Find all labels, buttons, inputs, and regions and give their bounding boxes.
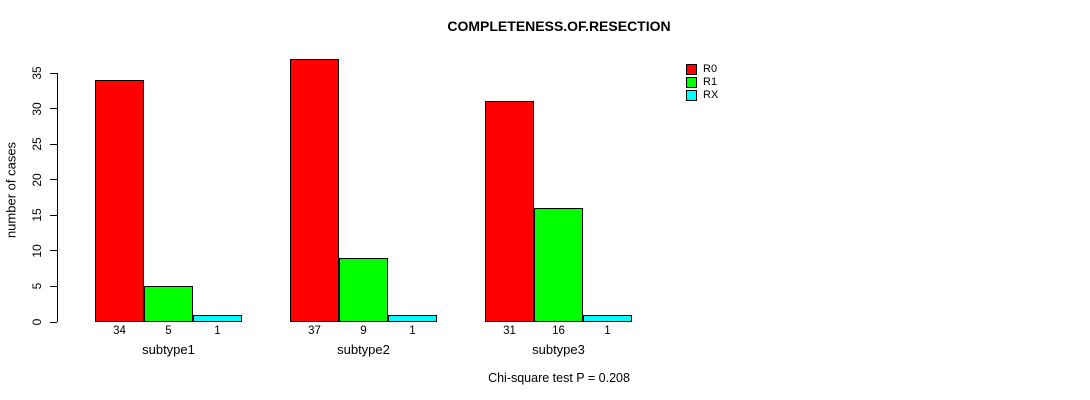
- y-tick-mark: [50, 108, 57, 110]
- legend-swatch-R1: [686, 76, 697, 88]
- bar-subtype3-R1: [534, 208, 583, 322]
- bar-subtype1-R1: [144, 286, 193, 322]
- bar-value-label: 37: [308, 325, 321, 337]
- bar-value-label: 5: [165, 325, 172, 337]
- y-axis-line: [57, 73, 58, 322]
- bar-value-label: 1: [409, 325, 416, 337]
- bar-subtype2-R0: [290, 58, 339, 322]
- category-label-subtype2: subtype2: [337, 342, 390, 357]
- y-axis-label: number of cases: [3, 141, 19, 239]
- legend-label: R1: [703, 76, 718, 88]
- bar-value-label: 34: [113, 325, 126, 337]
- bar-subtype1-R0: [95, 80, 144, 322]
- category-label-subtype1: subtype1: [142, 342, 195, 357]
- legend-swatch-RX: [686, 89, 697, 101]
- y-tick-mark: [50, 321, 57, 323]
- y-tick-label: 10: [30, 244, 44, 258]
- bar-subtype1-RX: [193, 314, 242, 322]
- legend-item-R0: R0: [686, 63, 718, 75]
- bar-value-label: 1: [604, 325, 611, 337]
- y-tick-label: 20: [30, 173, 44, 187]
- legend-label: RX: [703, 89, 719, 101]
- y-tick-label: 30: [30, 101, 44, 116]
- y-tick-label: 5: [30, 283, 44, 290]
- legend-item-R1: R1: [686, 76, 718, 88]
- y-tick-mark: [50, 72, 57, 74]
- y-tick-mark: [50, 143, 57, 145]
- y-tick-label: 35: [30, 66, 44, 80]
- y-tick-label: 25: [30, 137, 44, 151]
- legend-item-RX: RX: [686, 89, 719, 101]
- bar-value-label: 1: [214, 325, 221, 337]
- bar-value-label: 9: [360, 325, 367, 337]
- legend-swatch-R0: [686, 63, 697, 75]
- y-tick-mark: [50, 214, 57, 216]
- y-tick-mark: [50, 285, 57, 287]
- bar-value-label: 16: [552, 325, 565, 337]
- y-tick-mark: [50, 179, 57, 181]
- chart-title: COMPLETENESS.OF.RESECTION: [447, 18, 671, 34]
- y-tick-mark: [50, 250, 57, 252]
- y-tick-label: 15: [30, 208, 44, 222]
- category-label-subtype3: subtype3: [532, 342, 585, 357]
- bar-subtype2-RX: [388, 314, 437, 322]
- y-tick-label: 0: [30, 318, 44, 326]
- bar-value-label: 31: [503, 325, 516, 337]
- chi-square-annotation: Chi-square test P = 0.208: [488, 371, 630, 385]
- bar-subtype3-R0: [485, 101, 534, 322]
- bar-subtype3-RX: [583, 314, 632, 322]
- bar-subtype2-R1: [339, 257, 388, 322]
- legend-label: R0: [703, 63, 718, 75]
- legend: R0 R1 RX: [686, 63, 719, 101]
